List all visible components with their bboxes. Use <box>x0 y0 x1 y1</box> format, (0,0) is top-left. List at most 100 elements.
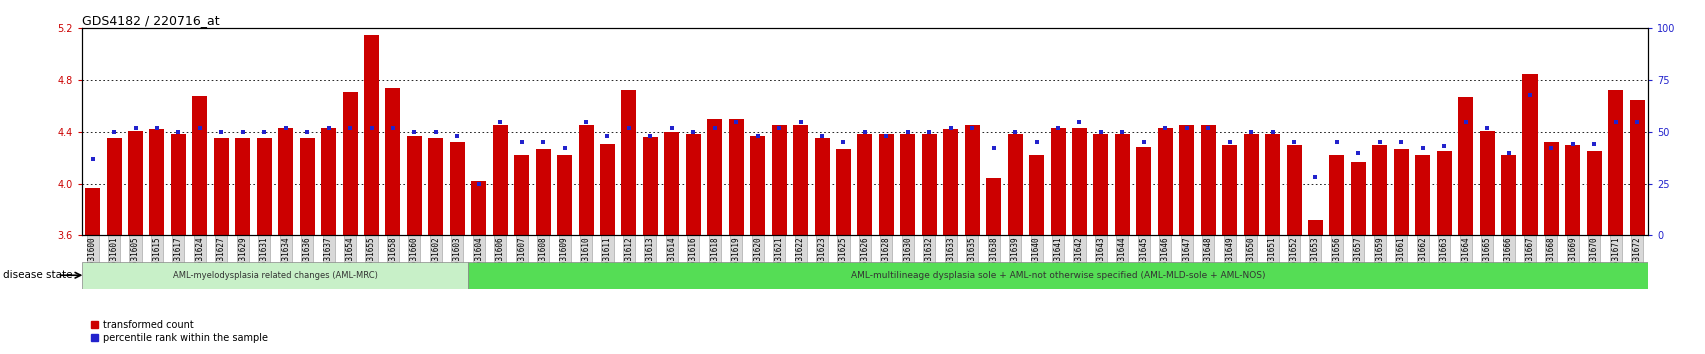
Bar <box>85 188 101 235</box>
Point <box>443 133 471 139</box>
Point <box>1516 92 1543 97</box>
Point <box>679 129 706 135</box>
Bar <box>1500 155 1516 235</box>
Point <box>851 129 878 135</box>
Point <box>1473 125 1500 131</box>
Bar <box>1608 91 1623 235</box>
Point <box>893 129 921 135</box>
Point <box>916 129 943 135</box>
Bar <box>1050 128 1066 235</box>
Point <box>1323 139 1350 145</box>
Bar <box>1308 220 1321 235</box>
Bar <box>685 135 701 235</box>
Bar <box>1565 145 1579 235</box>
Bar <box>300 138 314 235</box>
Point <box>1023 139 1050 145</box>
Point <box>1430 143 1458 149</box>
Bar <box>535 149 551 235</box>
Bar <box>407 136 421 235</box>
Bar <box>213 138 228 235</box>
Bar <box>1115 135 1129 235</box>
Legend: transformed count, percentile rank within the sample: transformed count, percentile rank withi… <box>87 316 273 347</box>
Bar <box>1136 147 1151 235</box>
Bar <box>1243 135 1258 235</box>
Point <box>1558 142 1586 147</box>
Bar <box>1221 145 1236 235</box>
Point <box>786 119 813 124</box>
Bar <box>858 135 871 235</box>
Point <box>1194 125 1221 131</box>
Bar <box>513 155 529 235</box>
Bar <box>1393 149 1408 235</box>
Bar <box>1478 131 1494 235</box>
Bar <box>1586 151 1601 235</box>
Bar <box>728 119 743 235</box>
Point <box>165 129 193 135</box>
Point <box>1066 119 1093 124</box>
Point <box>1366 139 1393 145</box>
Point <box>658 125 685 131</box>
Point <box>1494 150 1521 155</box>
Point <box>336 125 363 131</box>
Point <box>228 129 256 135</box>
Bar <box>663 132 679 235</box>
Bar <box>170 135 186 235</box>
Text: AML-myelodysplasia related changes (AML-MRC): AML-myelodysplasia related changes (AML-… <box>172 271 377 280</box>
Bar <box>1200 125 1216 235</box>
Bar <box>600 143 614 235</box>
Bar <box>985 178 1001 235</box>
Point <box>1108 129 1136 135</box>
Bar <box>1093 135 1108 235</box>
Point <box>808 133 835 139</box>
Bar <box>1178 125 1194 235</box>
Point <box>315 125 343 131</box>
Bar <box>921 135 936 235</box>
Point <box>1086 129 1113 135</box>
Bar <box>1071 128 1086 235</box>
Bar <box>750 136 766 235</box>
Point <box>1129 139 1156 145</box>
Point <box>1280 139 1308 145</box>
Bar <box>150 129 164 235</box>
Bar <box>1008 135 1021 235</box>
Bar <box>643 137 658 235</box>
Bar <box>963 125 979 235</box>
Bar <box>343 92 358 235</box>
Point <box>1451 119 1478 124</box>
Point <box>1581 142 1608 147</box>
Bar <box>793 125 808 235</box>
Point <box>551 145 578 151</box>
Point <box>529 139 556 145</box>
Point <box>121 125 148 131</box>
Point <box>701 125 728 131</box>
Point <box>1344 150 1371 155</box>
Bar <box>1415 155 1429 235</box>
Bar <box>193 96 208 235</box>
Point <box>508 139 535 145</box>
Bar <box>878 135 893 235</box>
Bar <box>471 181 486 235</box>
Point <box>486 119 513 124</box>
Bar <box>235 138 251 235</box>
Bar <box>450 142 464 235</box>
Point <box>421 129 448 135</box>
Bar <box>1158 128 1171 235</box>
Point <box>186 125 213 131</box>
Bar <box>363 35 379 235</box>
Point <box>636 133 663 139</box>
Bar <box>1286 145 1301 235</box>
Point <box>743 133 771 139</box>
Text: disease state: disease state <box>3 270 73 280</box>
Bar <box>428 138 443 235</box>
Point <box>251 129 278 135</box>
Bar <box>467 262 1647 289</box>
Bar <box>1328 155 1344 235</box>
Bar <box>256 138 271 235</box>
Point <box>1601 119 1628 124</box>
Bar <box>385 88 401 235</box>
Bar <box>278 128 293 235</box>
Bar <box>106 138 121 235</box>
Point <box>1216 139 1243 145</box>
Bar <box>835 149 851 235</box>
Point <box>1623 119 1650 124</box>
